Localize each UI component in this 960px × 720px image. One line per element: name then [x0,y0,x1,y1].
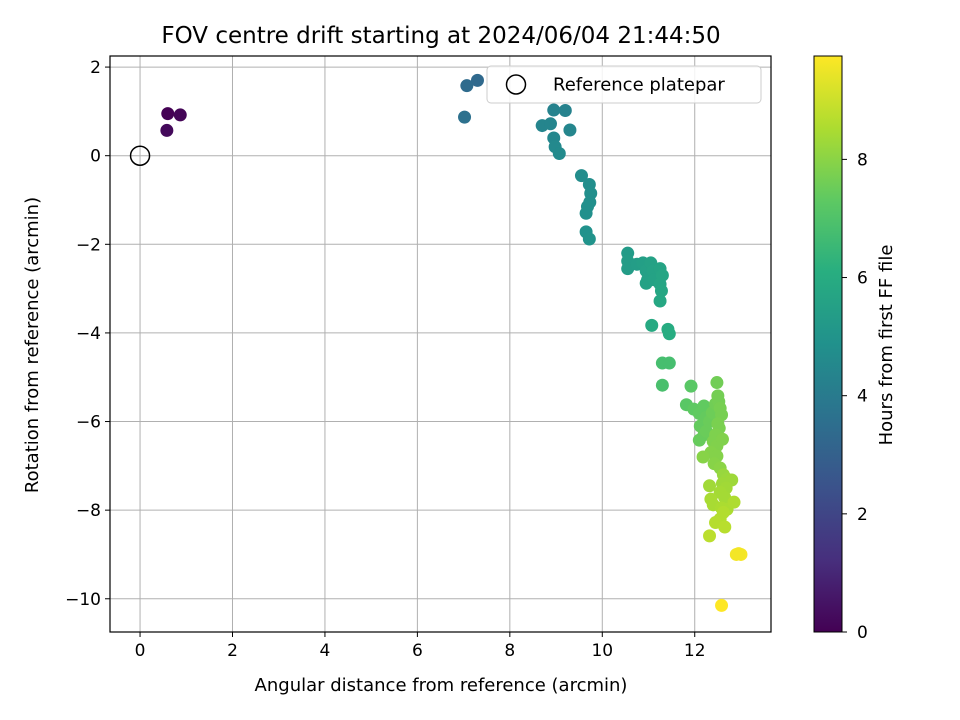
legend-reference-marker [505,74,527,95]
data-point [732,547,746,561]
colorbar-tick-label: 0 [857,623,868,643]
data-point [544,117,558,131]
colorbar-tick-label: 8 [857,150,868,170]
data-point [458,110,472,124]
x-axis-ticks: 0 2 4 6 8 10 12 [135,632,706,661]
y-axis-label: Rotation from reference (arcmin) [22,197,43,493]
data-point [696,450,710,464]
x-tick-label: 4 [320,641,331,661]
grid [110,56,771,632]
data-point [718,520,732,534]
data-point [563,123,577,137]
colorbar: 0 2 4 6 8 Hours from first FF file [813,55,897,643]
data-point [579,206,593,220]
plot-frame [109,55,772,633]
y-axis-ticks: 2 0 −2 −4 −6 −8 −10 [65,58,110,610]
data-point [662,356,676,370]
legend-box [486,65,762,104]
y-tick-label: −8 [76,501,101,521]
y-tick-label: −6 [76,413,101,433]
x-tick-label: 2 [227,641,238,661]
data-point [558,103,572,117]
data-point [654,284,668,298]
colorbar-tick-label: 2 [857,505,868,525]
data-point [655,378,669,392]
data-point [727,495,741,509]
data-point [684,379,698,393]
y-tick-label: −10 [65,590,101,610]
x-tick-label: 8 [504,641,515,661]
data-point [715,432,729,446]
colorbar-ticks: 0 2 4 6 8 [842,150,868,643]
data-point [470,73,484,87]
y-tick-label: −2 [76,235,101,255]
data-point [160,123,174,137]
reference-marker-layer [129,145,151,166]
y-tick-label: 2 [90,58,101,78]
x-axis-label: Angular distance from reference (arcmin) [255,675,628,696]
legend: Reference platepar [486,65,762,104]
data-point [653,294,667,308]
data-point [703,479,717,493]
colorbar-tick-label: 4 [857,387,868,407]
data-point [715,598,729,612]
y-tick-label: 0 [90,147,101,167]
data-point [710,376,724,390]
x-tick-label: 12 [684,641,706,661]
data-point [692,433,706,447]
data-point [703,529,717,543]
x-tick-label: 10 [591,641,613,661]
data-point [582,232,596,246]
data-point [645,318,659,332]
data-point [547,103,561,117]
colorbar-gradient [813,55,843,633]
data-point [552,146,566,160]
colorbar-tick-label: 6 [857,269,868,289]
data-points [160,73,748,612]
x-tick-label: 6 [412,641,423,661]
reference-platepar-marker [129,145,151,166]
legend-entry-label: Reference platepar [553,75,725,96]
data-point [574,169,588,183]
chart-title: FOV centre drift starting at 2024/06/04 … [161,23,720,49]
x-tick-label: 0 [135,641,146,661]
y-tick-label: −4 [76,324,101,344]
data-point [460,79,474,93]
data-point [173,108,187,122]
data-point [662,327,676,341]
data-point [161,107,175,121]
colorbar-label: Hours from first FF file [876,245,897,446]
